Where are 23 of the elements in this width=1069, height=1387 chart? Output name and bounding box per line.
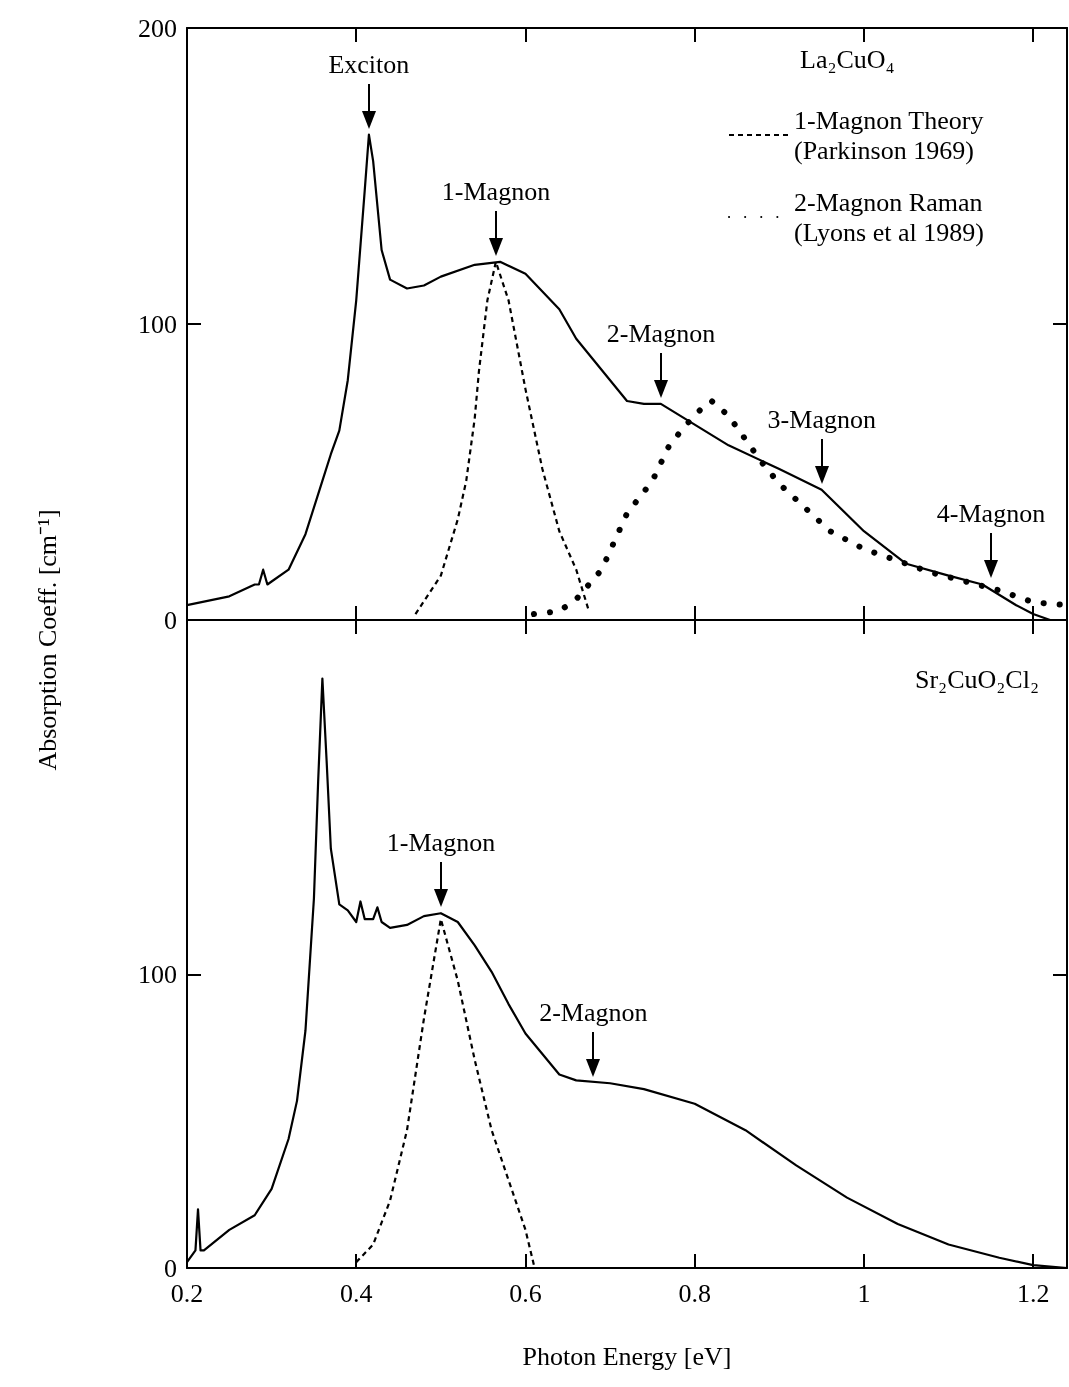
x-tick-label: 0.4 — [339, 1278, 373, 1308]
annotation: 1-Magnon — [441, 176, 551, 207]
y-tick-label: 100 — [138, 309, 177, 339]
legend-title: La₂CuO₄ — [800, 45, 895, 75]
legend-label: 2-Magnon Raman (Lyons et al 1989) — [794, 187, 989, 247]
x-tick-label: 0.6 — [509, 1278, 542, 1308]
x-tick-label: 0.8 — [678, 1278, 711, 1308]
annotation: 4-Magnon — [936, 499, 1046, 530]
annotation: 1-Magnon — [386, 828, 496, 859]
annotation: 2-Magnon — [539, 998, 648, 1029]
y-tick-label: 100 — [138, 960, 177, 990]
line-series — [414, 260, 591, 616]
x-axis-title: Photon Energy [eV] — [522, 1341, 732, 1371]
y-tick-label: 200 — [138, 13, 177, 43]
y-tick-label: 0 — [164, 605, 177, 635]
legend-label: 1-Magnon Theory (Parkinson 1969) — [794, 105, 990, 165]
x-tick-label: 1 — [857, 1278, 871, 1308]
y-axis-title: Absorption Coeff. [cm⁻¹] — [31, 509, 63, 771]
annotation: 3-Magnon — [767, 404, 876, 435]
x-tick-label: 1.2 — [1016, 1278, 1050, 1308]
annotation: Exciton — [328, 49, 410, 80]
annotation: 2-Magnon — [606, 318, 716, 349]
annotation: Sr₂CuO₂Cl₂ — [915, 665, 1039, 695]
